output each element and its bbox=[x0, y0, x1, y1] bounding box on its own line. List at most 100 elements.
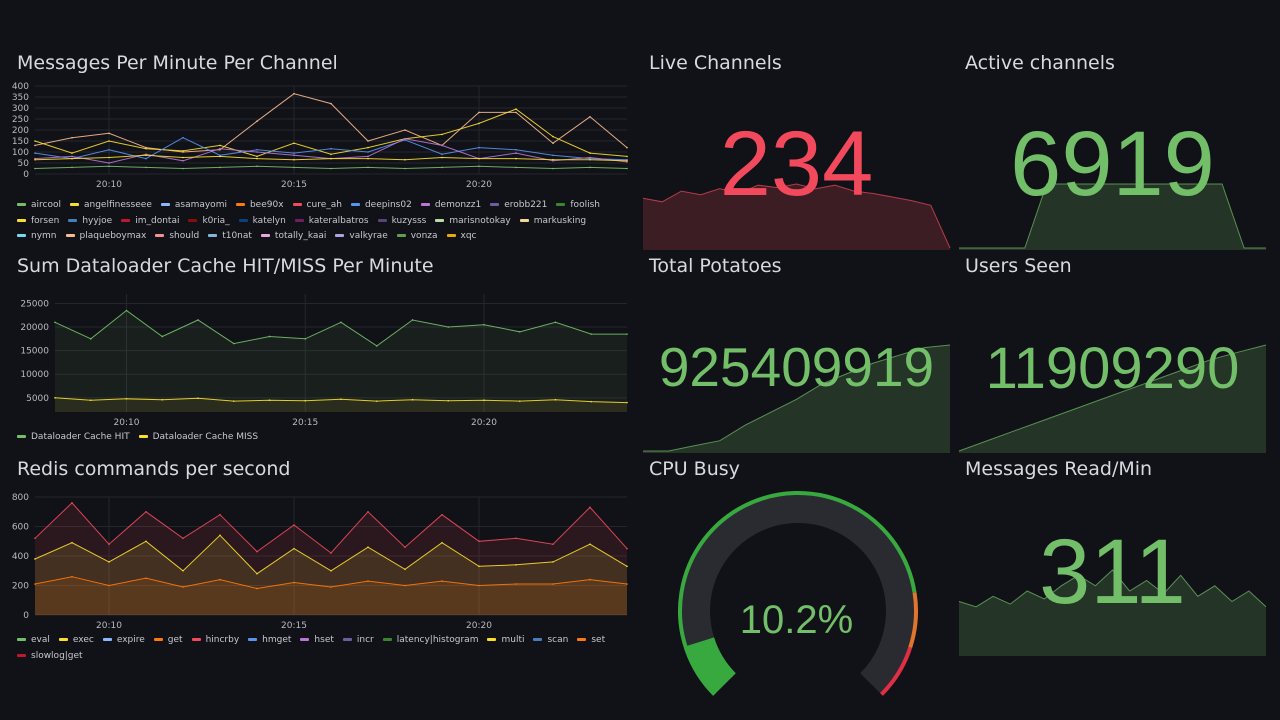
legend-item[interactable]: cure_ah bbox=[292, 198, 342, 214]
data-point bbox=[34, 140, 36, 142]
legend-item[interactable]: exec bbox=[58, 633, 94, 649]
legend-item[interactable]: t10nat bbox=[208, 229, 252, 245]
data-point bbox=[367, 157, 369, 160]
sparkline-line bbox=[642, 183, 951, 249]
data-point bbox=[552, 154, 554, 157]
legend-item[interactable]: k0ria_ bbox=[188, 214, 230, 230]
legend-item[interactable]: xqc bbox=[446, 229, 477, 245]
legend-item[interactable]: deepins02 bbox=[350, 198, 412, 214]
data-point bbox=[71, 136, 73, 139]
y-tick-label: 400 bbox=[12, 552, 29, 562]
data-point bbox=[34, 583, 36, 585]
series-area bbox=[55, 310, 627, 412]
data-point bbox=[108, 132, 110, 135]
data-point bbox=[590, 400, 593, 403]
legend-item[interactable]: erobb221 bbox=[490, 198, 547, 214]
data-point bbox=[256, 155, 258, 158]
legend-swatch bbox=[65, 234, 75, 237]
legend-swatch bbox=[420, 203, 430, 206]
legend: aircool angelfinesseee asamayomi bee90x cure… bbox=[17, 198, 629, 245]
data-point bbox=[441, 580, 443, 582]
legend-label: im_dontai bbox=[135, 215, 180, 226]
redis-chart[interactable]: 0 200 400 600 800 20:10 20:15 20:20 bbox=[12, 493, 629, 633]
sparkline-line bbox=[643, 344, 951, 452]
data-point bbox=[447, 326, 450, 328]
data-point bbox=[478, 565, 480, 568]
legend-item[interactable]: kateralbatros bbox=[294, 214, 369, 230]
data-point bbox=[256, 587, 258, 590]
legend-item[interactable]: latency|histogram bbox=[382, 633, 478, 649]
data-point bbox=[108, 561, 110, 563]
stat-value: 10.2% bbox=[739, 598, 854, 642]
legend-label: k0ria_ bbox=[202, 215, 230, 226]
data-point bbox=[256, 572, 258, 575]
legend-item[interactable]: kuzysss bbox=[377, 214, 426, 230]
legend-item[interactable]: hincrby bbox=[191, 633, 239, 649]
legend-item[interactable]: vonza bbox=[396, 229, 438, 245]
legend-label: hset bbox=[314, 635, 334, 645]
data-point bbox=[125, 309, 128, 312]
legend-item[interactable]: should bbox=[155, 229, 199, 245]
legend-item[interactable]: multi bbox=[487, 633, 524, 649]
legend-label: marisnotokay bbox=[449, 215, 511, 226]
legend-item[interactable]: set bbox=[577, 633, 605, 649]
legend-item[interactable]: totally_kaai bbox=[260, 229, 326, 245]
legend-item[interactable]: Dataloader Cache MISS bbox=[138, 430, 258, 446]
data-point bbox=[518, 330, 521, 333]
legend-item[interactable]: hset bbox=[300, 633, 334, 649]
dataloader-chart[interactable]: 5000 10000 15000 20000 25000 20:10 20:15 20:20 bbox=[17, 290, 629, 430]
legend-item[interactable]: aircool bbox=[17, 198, 61, 214]
data-point bbox=[441, 156, 443, 159]
y-tick-label: 600 bbox=[12, 523, 29, 533]
legend-item[interactable]: hmget bbox=[248, 633, 291, 649]
threshold-red bbox=[880, 646, 913, 696]
legend-item[interactable]: angelfinesseee bbox=[69, 198, 152, 214]
series-line bbox=[34, 93, 628, 153]
legend-item[interactable]: forsen bbox=[17, 214, 59, 230]
legend-item[interactable]: slowlog|get bbox=[17, 649, 83, 665]
data-point bbox=[411, 319, 414, 321]
data-point bbox=[182, 537, 184, 540]
legend-label: t10nat bbox=[222, 231, 252, 241]
data-point bbox=[589, 152, 591, 154]
legend-item[interactable]: expire bbox=[102, 633, 145, 649]
legend-item[interactable]: eval bbox=[17, 633, 50, 649]
legend-item[interactable]: plaqueboymax bbox=[65, 229, 146, 245]
y-tick-label: 150 bbox=[12, 137, 29, 147]
sparkline-area bbox=[643, 184, 950, 250]
legend-item[interactable]: incr bbox=[342, 633, 374, 649]
legend-item[interactable]: nymn bbox=[17, 229, 57, 245]
data-point bbox=[478, 122, 480, 125]
data-point bbox=[589, 578, 591, 581]
legend-item[interactable]: marisnotokay bbox=[435, 214, 511, 230]
data-point bbox=[367, 151, 369, 153]
data-point bbox=[626, 401, 628, 404]
data-point bbox=[590, 333, 593, 335]
legend-item[interactable]: demonzz1 bbox=[420, 198, 481, 214]
x-tick-label: 20:15 bbox=[281, 180, 307, 190]
legend-item[interactable]: asamayomi bbox=[160, 198, 227, 214]
legend-item[interactable]: valkyrae bbox=[335, 229, 388, 245]
data-point bbox=[293, 524, 295, 526]
data-point bbox=[441, 166, 443, 169]
data-point bbox=[515, 149, 517, 151]
legend-item[interactable]: markusking bbox=[519, 214, 586, 230]
data-point bbox=[330, 147, 332, 150]
data-point bbox=[483, 323, 485, 326]
legend-swatch bbox=[350, 203, 360, 206]
legend-label: xqc bbox=[460, 231, 477, 241]
legend-item[interactable]: bee90x bbox=[235, 198, 284, 214]
legend-item[interactable]: foolish bbox=[556, 198, 600, 214]
y-tick-label: 400 bbox=[12, 82, 29, 92]
legend-label: valkyrae bbox=[349, 231, 388, 241]
legend-item[interactable]: get bbox=[153, 633, 183, 649]
legend-item[interactable]: im_dontai bbox=[121, 214, 179, 230]
legend-item[interactable]: hyyjoe bbox=[68, 214, 112, 230]
x-tick-label: 20:20 bbox=[466, 180, 492, 190]
legend-item[interactable]: Dataloader Cache HIT bbox=[17, 430, 130, 446]
panel-live-channels: Live Channels 234 bbox=[642, 52, 951, 250]
data-point bbox=[367, 146, 369, 149]
legend-item[interactable]: scan bbox=[533, 633, 568, 649]
legend-item[interactable]: katelyn bbox=[238, 214, 286, 230]
